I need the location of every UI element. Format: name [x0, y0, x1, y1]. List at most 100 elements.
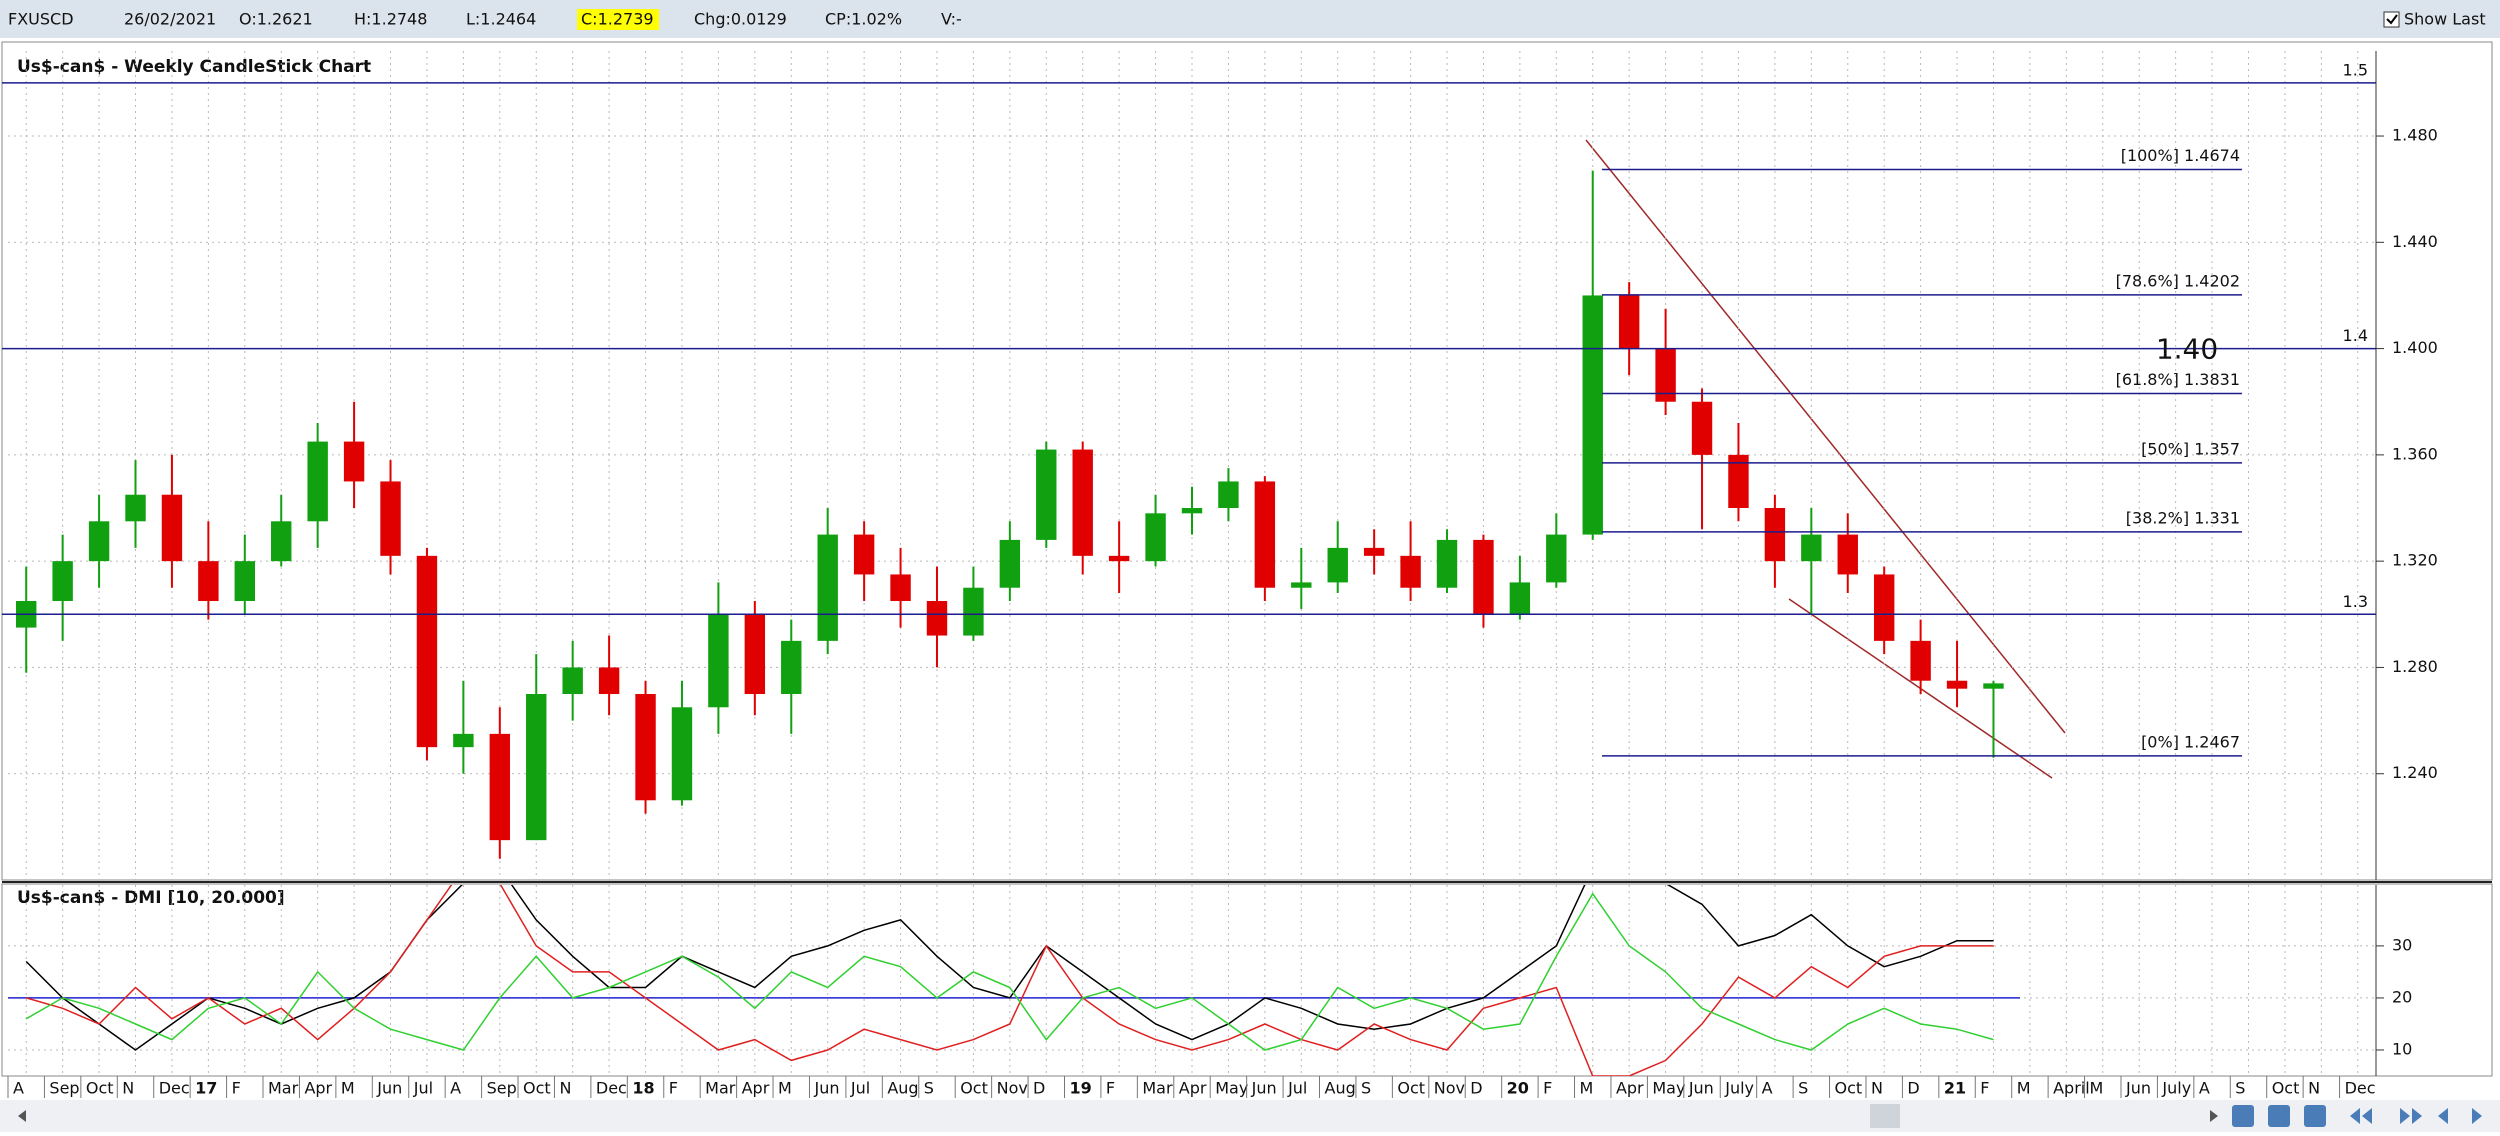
y-tick-label: 1.480 — [2392, 126, 2438, 145]
candle-body — [598, 667, 620, 695]
candle-body — [1910, 640, 1931, 681]
y-tick-label: 10 — [2392, 1039, 2412, 1058]
candle-body — [671, 707, 693, 801]
candle-body — [781, 640, 802, 695]
candle-body — [1072, 449, 1093, 556]
x-tick-label: Apr — [742, 1079, 770, 1098]
x-tick-label: D — [1470, 1079, 1482, 1098]
tool-button[interactable] — [2268, 1105, 2290, 1127]
fib-label: [78.6%] 1.4202 — [2116, 271, 2240, 290]
scroll-right[interactable] — [2210, 1110, 2218, 1122]
x-tick-label: Jun — [1688, 1079, 1714, 1098]
header-item: FXUSCD — [8, 10, 74, 29]
dmi-panel-title: Us$-can$ - DMI [10, 20.000] — [17, 888, 285, 908]
price-plot — [8, 51, 2376, 880]
tool-button[interactable] — [2438, 1108, 2448, 1124]
x-tick-label: 21 — [1944, 1079, 1966, 1098]
x-tick-label: July — [1724, 1079, 1754, 1098]
x-tick-label: Aug — [1325, 1079, 1356, 1098]
fib-label: [61.8%] 1.3831 — [2116, 370, 2240, 389]
x-tick-label: Oct — [1835, 1079, 1863, 1098]
fib-label: [100%] 1.4674 — [2121, 146, 2240, 165]
candle-body — [1618, 295, 1640, 349]
x-tick-label: July — [2161, 1079, 2191, 1098]
scrollbar — [0, 1100, 2500, 1132]
candle-body — [526, 694, 547, 841]
candle-body — [489, 733, 511, 841]
x-tick-label: A — [13, 1079, 24, 1098]
x-tick-label: Dec — [596, 1079, 627, 1098]
tool-button[interactable] — [2232, 1105, 2254, 1127]
x-tick-label: M — [2090, 1079, 2104, 1098]
candle-body — [1436, 539, 1458, 588]
x-tick-label: F — [1106, 1079, 1115, 1098]
y-tick-label: 1.400 — [2392, 338, 2438, 357]
show-last-label[interactable]: Show Last — [2404, 10, 2486, 29]
dmi-line — [25, 892, 1994, 1051]
x-tick-label: D — [1033, 1079, 1045, 1098]
y-tick-label: 1.360 — [2392, 444, 2438, 463]
x-tick-label: S — [1798, 1079, 1808, 1098]
dmi-plot — [8, 885, 2376, 1076]
x-tick-label: Oct — [960, 1079, 988, 1098]
x-tick-label: A — [450, 1079, 461, 1098]
candle-body — [234, 561, 256, 602]
header-item: 26/02/2021 — [124, 10, 216, 29]
y-tick-label: 30 — [2392, 935, 2412, 954]
candle-body — [1254, 481, 1276, 588]
tool-button[interactable] — [2350, 1108, 2372, 1124]
x-tick-label: N — [122, 1079, 134, 1098]
x-tick-label: F — [1543, 1079, 1552, 1098]
x-tick-label: Jul — [1287, 1079, 1307, 1098]
x-tick-label: Mar — [268, 1079, 299, 1098]
x-tick-label: May — [1215, 1079, 1248, 1098]
candle-body — [963, 587, 984, 636]
candle-body — [1873, 574, 1895, 641]
candle-body — [890, 574, 911, 602]
x-tick-label: 19 — [1069, 1079, 1091, 1098]
candle-body — [1363, 547, 1385, 556]
x-tick-label: Apr — [1616, 1079, 1644, 1098]
candle-body — [198, 561, 219, 602]
x-tick-label: A — [1762, 1079, 1773, 1098]
x-tick-label: Oct — [86, 1079, 114, 1098]
show-last-checkbox[interactable] — [2383, 11, 2400, 28]
horizontal-line-label: 1.4 — [2343, 326, 2368, 345]
x-tick-label: Oct — [1397, 1079, 1425, 1098]
x-tick-label: N — [2308, 1079, 2320, 1098]
x-tick-label: A — [2199, 1079, 2210, 1098]
y-tick-label: 20 — [2392, 987, 2412, 1006]
close-highlight — [577, 9, 659, 30]
candle-body — [562, 667, 583, 695]
scroll-thumb[interactable] — [1870, 1104, 1900, 1128]
candle-body — [271, 521, 292, 562]
scroll-left[interactable] — [18, 1110, 26, 1122]
header-item: C:1.2739 — [581, 10, 654, 29]
x-tick-label: April — [2053, 1079, 2090, 1098]
candle-body — [307, 441, 328, 522]
candle-body — [416, 555, 438, 748]
candle-body — [343, 441, 365, 482]
x-tick-label: S — [924, 1079, 934, 1098]
candle-body — [635, 694, 656, 801]
x-tick-label: Aug — [887, 1079, 918, 1098]
annotation: 1.40 — [2156, 333, 2218, 366]
x-tick-label: S — [2235, 1079, 2245, 1098]
x-tick-label: M — [2017, 1079, 2031, 1098]
tool-button[interactable] — [2472, 1108, 2482, 1124]
candle-body — [1546, 534, 1567, 583]
candle-body — [1400, 555, 1421, 588]
x-tick-label: Apr — [1179, 1079, 1207, 1098]
x-tick-label: F — [669, 1079, 678, 1098]
tool-button[interactable] — [2400, 1108, 2422, 1124]
x-tick-label: N — [1871, 1079, 1883, 1098]
candle-body — [817, 534, 838, 641]
tool-button[interactable] — [2304, 1105, 2326, 1127]
x-tick-label: Apr — [304, 1079, 332, 1098]
x-tick-label: Dec — [159, 1079, 190, 1098]
header-item: L:1.2464 — [466, 10, 536, 29]
candle-body — [1983, 683, 2004, 689]
candle-body — [1691, 401, 1713, 455]
